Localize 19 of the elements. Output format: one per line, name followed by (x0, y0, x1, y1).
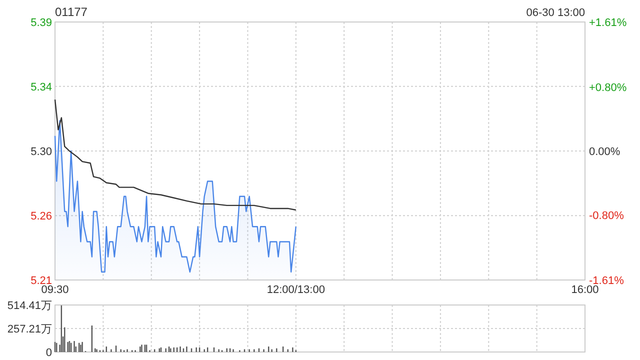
y2-tick-label: +0.80% (589, 82, 627, 94)
y-tick-label: 514.41万 (7, 300, 52, 312)
y-tick-label: 5.30 (30, 146, 52, 158)
text: 06-30 13:00 (526, 7, 585, 19)
chart-title: 01177 (55, 5, 88, 19)
y-tick-label: 5.26 (30, 210, 52, 223)
x-tick-label: 12:00/13:00 (266, 284, 325, 296)
y-tick-label: 5.34 (30, 81, 52, 94)
y2-tick-label: +1.61% (589, 17, 627, 29)
y2-tick-label: -0.80% (589, 210, 624, 222)
x-tick-label: 09:30 (41, 284, 69, 296)
y-tick-label: 257.21万 (7, 324, 52, 336)
line-series (54, 98, 297, 211)
y-tick-label: 5.21 (30, 275, 52, 287)
x-tick-label: 16:00 (571, 284, 599, 296)
y2-tick-label: 0.00% (589, 146, 620, 158)
y-tick-label: 5.39 (30, 17, 52, 29)
y2-tick-label: -1.61% (589, 275, 624, 287)
y-tick-label: 0 (46, 347, 52, 359)
